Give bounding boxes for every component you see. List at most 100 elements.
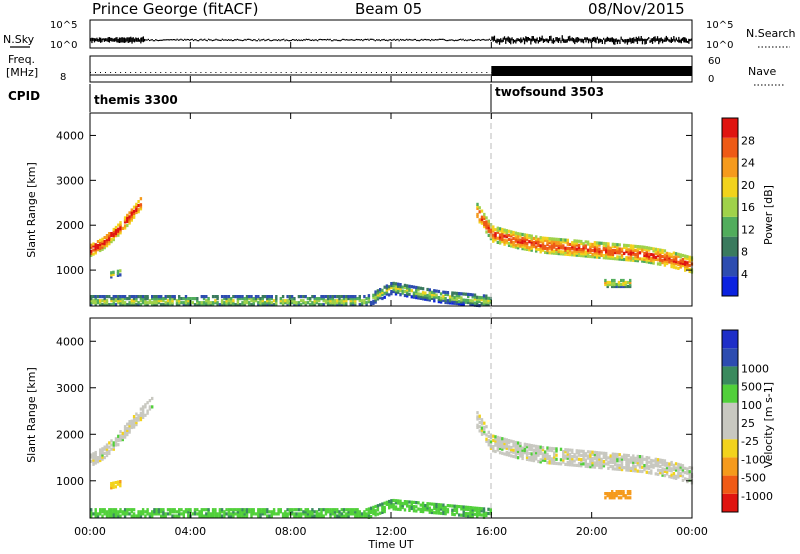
cell-band-3 xyxy=(415,296,418,300)
cell-band-3 xyxy=(376,504,380,508)
cell-band-4 xyxy=(541,452,545,456)
cell-band-4 xyxy=(591,249,594,253)
cell-band-5 xyxy=(624,494,627,498)
cell-band-4 xyxy=(532,243,536,247)
cell-band-4 xyxy=(530,242,533,246)
cell-band-4 xyxy=(566,460,569,465)
freq-sample xyxy=(360,72,362,73)
nsky-sample xyxy=(423,38,425,41)
cell-band-1 xyxy=(92,244,95,248)
cell-band-3 xyxy=(202,297,206,301)
cell-band-1 xyxy=(94,453,97,457)
nsky-sample xyxy=(643,39,645,42)
cell-band-4 xyxy=(670,252,673,257)
nsky-sample xyxy=(199,39,201,41)
cell-band-3 xyxy=(130,510,133,514)
cell-band-4 xyxy=(609,464,612,469)
cell-band-3 xyxy=(392,285,395,290)
nsky-sample xyxy=(164,39,166,41)
cell-band-1 xyxy=(126,223,129,228)
nsky-sample xyxy=(462,38,464,40)
cell-band-3 xyxy=(119,303,122,307)
cell-band-4 xyxy=(636,461,639,465)
cell-band-3 xyxy=(92,512,95,516)
cell-band-3 xyxy=(464,298,468,302)
cell-band-3 xyxy=(214,301,217,305)
cell-band-3 xyxy=(279,508,282,512)
nsky-sample xyxy=(315,39,317,41)
cell-band-3 xyxy=(448,504,452,508)
cell-band-3 xyxy=(485,302,488,306)
cell-band-1 xyxy=(112,445,115,449)
cell-band-4 xyxy=(476,425,479,429)
cell-band-3 xyxy=(162,512,165,516)
cell-band-3 xyxy=(92,295,95,299)
freq-sample xyxy=(290,72,292,73)
cell-band-3 xyxy=(110,297,113,301)
cell-band-4 xyxy=(656,252,660,256)
cell-band-5 xyxy=(604,492,607,496)
nsky-sample xyxy=(564,39,566,43)
y-tick-label: 4000 xyxy=(56,129,84,142)
cell-band-4 xyxy=(616,463,619,467)
freq-sample xyxy=(456,72,458,73)
nsky-sample xyxy=(373,39,375,41)
cell-band-4 xyxy=(507,243,511,247)
cell-band-3 xyxy=(132,295,136,299)
cell-band-4 xyxy=(530,234,533,238)
cell-band-3 xyxy=(288,297,292,301)
cell-band-3 xyxy=(320,297,323,301)
nsky-sample xyxy=(556,37,558,42)
cell-band-3 xyxy=(322,514,325,518)
cell-band-4 xyxy=(510,448,513,452)
cell-band-4 xyxy=(559,246,563,250)
cell-band-3 xyxy=(220,301,224,305)
cell-band-4 xyxy=(614,454,617,458)
cell-band-5 xyxy=(617,492,621,496)
cell-band-3 xyxy=(110,514,113,518)
cell-band-4 xyxy=(638,469,642,473)
nsky-sample xyxy=(206,40,208,42)
cell-band-3 xyxy=(439,503,443,507)
cell-band-4 xyxy=(548,457,551,461)
cell-band-3 xyxy=(245,301,249,305)
cell-band-3 xyxy=(342,301,346,305)
cell-band-4 xyxy=(591,465,594,469)
cell-band-3 xyxy=(252,303,255,307)
cell-band-4 xyxy=(582,250,585,254)
cell-band-4 xyxy=(595,451,599,455)
cell-band-4 xyxy=(593,452,597,457)
cell-band-4 xyxy=(688,257,691,261)
cell-band-3 xyxy=(293,299,296,303)
colorbar-swatch xyxy=(722,348,738,367)
cell-band-3 xyxy=(137,303,140,307)
cell-band-4 xyxy=(614,463,617,467)
cell-band-3 xyxy=(243,297,246,301)
cell-band-4 xyxy=(577,453,581,457)
cell-band-4 xyxy=(679,253,682,257)
cell-band-4 xyxy=(595,247,599,251)
cell-band-4 xyxy=(487,434,490,438)
cell-band-4 xyxy=(573,243,576,247)
cell-band-4 xyxy=(555,453,558,457)
cell-band-3 xyxy=(266,514,269,518)
cell-band-3 xyxy=(112,299,115,303)
velocity-panel-frame xyxy=(89,317,693,519)
cell-band-3 xyxy=(284,299,287,303)
cell-band-3 xyxy=(302,295,305,299)
cell-band-3 xyxy=(137,295,140,299)
cell-band-4 xyxy=(523,245,527,249)
cell-band-1 xyxy=(99,246,102,251)
nsky-sample xyxy=(665,35,667,42)
cell-band-3 xyxy=(320,510,323,514)
cell-band-4 xyxy=(598,249,601,253)
nsky-sample xyxy=(427,39,429,41)
cell-band-4 xyxy=(611,244,615,248)
cell-band-3 xyxy=(90,508,93,512)
cell-band-4 xyxy=(501,229,504,234)
cell-band-4 xyxy=(535,237,538,241)
cell-band-3 xyxy=(205,303,208,307)
cell-band-1 xyxy=(135,416,138,420)
cell-band-3 xyxy=(290,297,294,301)
cell-band-4 xyxy=(505,450,508,455)
